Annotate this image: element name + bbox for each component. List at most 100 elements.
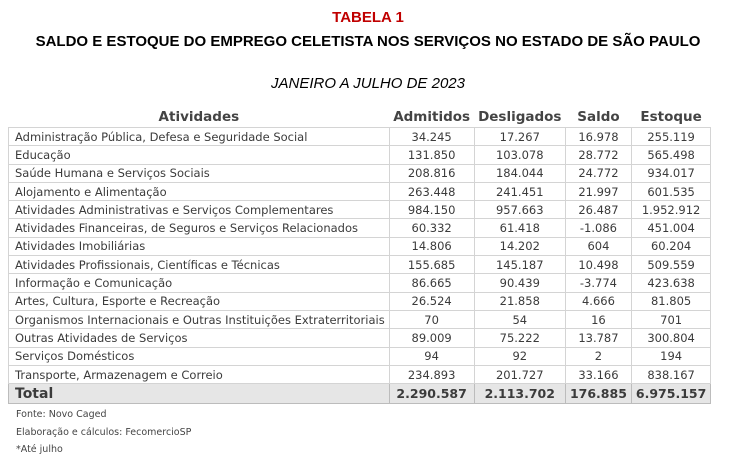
table-title: SALDO E ESTOQUE DO EMPREGO CELETISTA NOS…: [35, 33, 701, 50]
estoque-cell: 194: [630, 346, 712, 366]
admitidos-cell: 26.524: [388, 291, 475, 311]
estoque-cell: 255.119: [630, 126, 712, 147]
saldo-cell: -3.774: [564, 273, 632, 293]
employment-table: Atividades Admitidos Desligados Saldo Es…: [8, 106, 712, 405]
desligados-cell: 92: [473, 346, 566, 366]
total-label: Total: [8, 383, 390, 405]
saldo-cell: 2: [564, 346, 632, 366]
table-period: JANEIRO A JULHO DE 2023: [271, 75, 465, 92]
table-row: Atividades Financeiras, de Seguros e Ser…: [8, 218, 712, 238]
admitidos-cell: 60.332: [388, 218, 475, 238]
total-row: Total 2.290.587 2.113.702 176.885 6.975.157: [8, 383, 712, 405]
saldo-cell: 24.772: [564, 163, 632, 183]
source-note: Fonte: Novo Caged: [16, 409, 107, 420]
saldo-cell: 28.772: [564, 145, 632, 165]
activity-cell: Atividades Imobiliárias: [8, 236, 390, 257]
estoque-cell: 601.535: [630, 181, 712, 202]
table-row: Informação e Comunicação 86.665 90.439 -3.7…: [8, 273, 712, 293]
saldo-cell: 16.978: [564, 126, 632, 147]
table-row: Serviços Domésticos 94 92 2 194: [8, 346, 712, 366]
desligados-cell: 184.044: [473, 163, 566, 183]
admitidos-cell: 86.665: [388, 273, 475, 293]
admitidos-cell: 155.685: [388, 255, 475, 275]
estoque-cell: 81.805: [630, 291, 712, 311]
column-header-saldo: Saldo: [577, 108, 620, 125]
table-row: Atividades Imobiliárias 14.806 14.202 604 60…: [8, 236, 712, 257]
table-row: Transporte, Armazenagem e Correio 234.893…: [8, 364, 712, 385]
activity-cell: Outras Atividades de Serviços: [8, 328, 390, 348]
column-header-desligados: Desligados: [478, 108, 562, 125]
desligados-cell: 75.222: [473, 328, 566, 348]
column-header-atividades: Atividades: [158, 108, 240, 125]
saldo-cell: -1.086: [564, 218, 632, 238]
table-row: Organismos Internacionais e Outras Insti…: [8, 309, 712, 330]
table-row: Educação 131.850 103.078 28.772 565.498: [8, 145, 712, 165]
admitidos-cell: 89.009: [388, 328, 475, 348]
estoque-cell: 838.167: [630, 364, 712, 385]
column-header-estoque: Estoque: [640, 108, 702, 125]
activity-cell: Atividades Financeiras, de Seguros e Ser…: [8, 218, 390, 238]
column-header-admitidos: Admitidos: [393, 108, 471, 125]
desligados-cell: 145.187: [473, 255, 566, 275]
estoque-cell: 423.638: [630, 273, 712, 293]
table-row: Artes, Cultura, Esporte e Recreação 26.52…: [8, 291, 712, 311]
activity-cell: Serviços Domésticos: [8, 346, 390, 366]
activity-cell: Atividades Profissionais, Científicas e …: [8, 255, 390, 275]
saldo-cell: 10.498: [564, 255, 632, 275]
desligados-cell: 17.267: [473, 126, 566, 147]
desligados-cell: 54: [473, 309, 566, 330]
table-row: Saúde Humana e Serviços Sociais 208.816 18…: [8, 163, 712, 183]
estoque-cell: 509.559: [630, 255, 712, 275]
admitidos-cell: 984.150: [388, 200, 475, 220]
activity-cell: Atividades Administrativas e Serviços Co…: [8, 200, 390, 220]
admitidos-cell: 70: [388, 309, 475, 330]
saldo-cell: 4.666: [564, 291, 632, 311]
admitidos-cell: 131.850: [388, 145, 475, 165]
total-estoque-cell: 6.975.157: [630, 383, 712, 405]
total-saldo-cell: 176.885: [564, 383, 632, 405]
admitidos-cell: 94: [388, 346, 475, 366]
table-body: Administração Pública, Defesa e Segurida…: [8, 126, 712, 405]
activity-cell: Alojamento e Alimentação: [8, 181, 390, 202]
estoque-cell: 934.017: [630, 163, 712, 183]
admitidos-cell: 14.806: [388, 236, 475, 257]
admitidos-cell: 34.245: [388, 126, 475, 147]
table-row: Alojamento e Alimentação 263.448 241.451 21…: [8, 181, 712, 202]
table-row: Outras Atividades de Serviços 89.009 75.22…: [8, 328, 712, 348]
activity-cell: Educação: [8, 145, 390, 165]
footnotes: Fonte: Novo Caged Elaboração e cálculos:…: [16, 406, 191, 459]
elaboration-note: Elaboração e cálculos: FecomercioSP: [16, 426, 192, 438]
desligados-cell: 241.451: [473, 181, 566, 202]
estoque-cell: 565.498: [630, 145, 712, 165]
activity-cell: Organismos Internacionais e Outras Insti…: [8, 309, 390, 330]
total-admitidos-cell: 2.290.587: [388, 383, 475, 405]
desligados-cell: 201.727: [473, 364, 566, 385]
estoque-cell: 701: [630, 309, 712, 330]
desligados-cell: 61.418: [473, 218, 566, 238]
saldo-cell: 604: [564, 236, 632, 257]
estoque-cell: 300.804: [630, 328, 712, 348]
saldo-cell: 21.997: [564, 181, 632, 202]
desligados-cell: 90.439: [473, 273, 566, 293]
desligados-cell: 21.858: [473, 291, 566, 311]
total-desligados-cell: 2.113.702: [473, 383, 566, 405]
table-row: Administração Pública, Defesa e Segurida…: [8, 126, 712, 147]
saldo-cell: 33.166: [564, 364, 632, 385]
activity-cell: Saúde Humana e Serviços Sociais: [8, 163, 390, 183]
table-number: TABELA 1: [332, 9, 404, 26]
estoque-cell: 1.952.912: [630, 200, 712, 220]
activity-cell: Administração Pública, Defesa e Segurida…: [8, 126, 390, 147]
admitidos-cell: 263.448: [388, 181, 475, 202]
desligados-cell: 957.663: [473, 200, 566, 220]
period-note: *Até julho: [16, 444, 63, 455]
table-row: Atividades Profissionais, Científicas e …: [8, 255, 712, 275]
table-row: Atividades Administrativas e Serviços Co…: [8, 200, 712, 220]
desligados-cell: 14.202: [473, 236, 566, 257]
activity-cell: Artes, Cultura, Esporte e Recreação: [8, 291, 390, 311]
saldo-cell: 26.487: [564, 200, 632, 220]
desligados-cell: 103.078: [473, 145, 566, 165]
table-header-row: Atividades Admitidos Desligados Saldo Es…: [9, 106, 711, 128]
saldo-cell: 13.787: [564, 328, 632, 348]
activity-cell: Informação e Comunicação: [8, 273, 390, 293]
saldo-cell: 16: [564, 309, 632, 330]
